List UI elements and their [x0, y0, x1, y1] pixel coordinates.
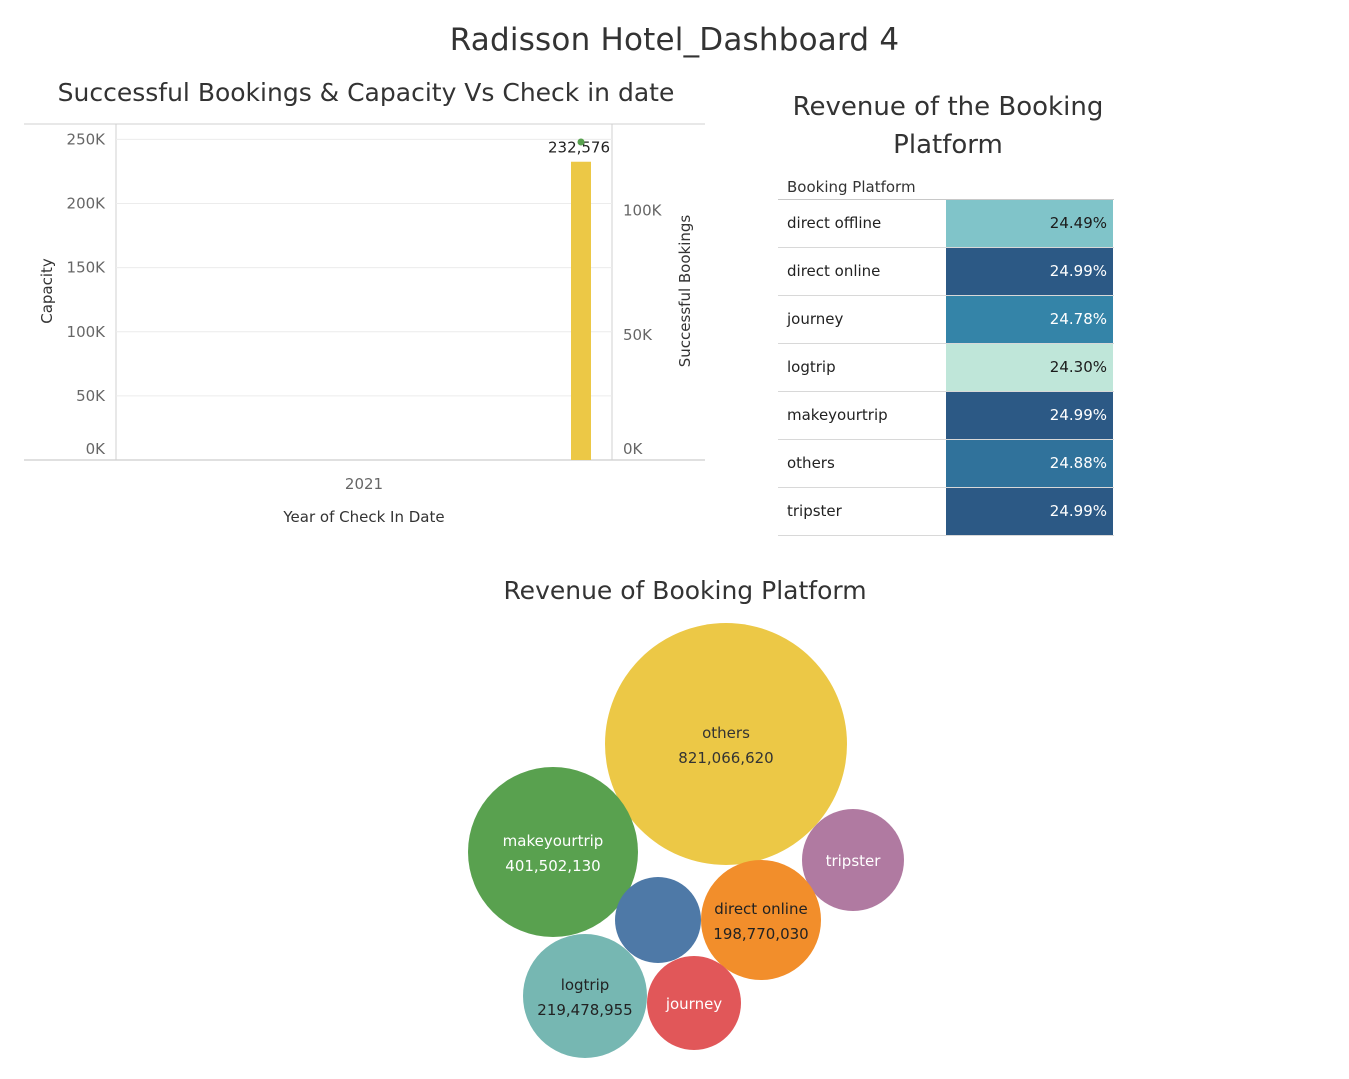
y-tick-label: 100K: [67, 323, 107, 341]
bubble-label-tripster: tripster: [826, 852, 882, 870]
y-axis-label: Capacity: [38, 258, 56, 324]
bubble-logtrip: [523, 934, 647, 1058]
points: [577, 138, 585, 146]
successful-bookings-point: [577, 138, 585, 146]
bubble-value-logtrip: 219,478,955: [537, 1001, 632, 1019]
bubble-journey: [647, 956, 741, 1050]
revenue-table: Booking Platform direct offline 24.49% dir…: [778, 176, 1114, 536]
platform-name: logtrip: [787, 358, 836, 376]
bar-data-label: 232,576: [548, 139, 610, 157]
bubble-chart: others 821,066,620 makeyourtrip 401,502,130…: [468, 623, 904, 1058]
bubble-value-direct-online: 198,770,030: [713, 925, 808, 943]
bubble-label-others: others: [702, 724, 750, 742]
y2-tick-label: 100K: [623, 201, 663, 219]
table-title: Revenue of the Booking Platform: [792, 92, 1104, 160]
bubble-value-others: 821,066,620: [678, 749, 773, 767]
table-row: direct offline 24.49%: [778, 200, 1114, 248]
platform-name: direct offline: [787, 214, 882, 232]
bubble-label-logtrip: logtrip: [561, 976, 610, 994]
revenue-share-cell: 24.99%: [946, 248, 1113, 295]
table-row: journey 24.78%: [778, 296, 1114, 344]
x-axis-label: Year of Check In Date: [282, 508, 444, 526]
x-tick-label: 2021: [345, 475, 383, 493]
table-row: makeyourtrip 24.99%: [778, 392, 1114, 440]
bubble-label-makeyourtrip: makeyourtrip: [503, 832, 604, 850]
revenue-share-cell: 24.30%: [946, 344, 1113, 391]
bubble-direct-offline: [615, 877, 701, 963]
revenue-share-cell: 24.99%: [946, 488, 1113, 535]
y2-axis-label: Successful Bookings: [676, 215, 694, 368]
revenue-share-cell: 24.99%: [946, 392, 1113, 439]
revenue-share-cell: 24.49%: [946, 200, 1113, 247]
platform-name: journey: [787, 310, 844, 328]
revenue-share-cell: 24.78%: [946, 296, 1113, 343]
revenue-share-cell: 24.88%: [946, 440, 1113, 487]
platform-name: others: [787, 454, 835, 472]
table-column-header: Booking Platform: [778, 176, 1114, 200]
capacity-bar: [571, 161, 591, 460]
grid-lines: [116, 138, 612, 397]
bubble-label-journey: journey: [665, 995, 722, 1013]
bubble-direct-online: [701, 860, 821, 980]
table-row: tripster 24.99%: [778, 488, 1114, 536]
y-tick-label: 150K: [67, 259, 107, 277]
y-tick-label: 200K: [67, 195, 107, 213]
bubble-value-makeyourtrip: 401,502,130: [505, 857, 600, 875]
y-axis-ticks: 0K 50K 100K 150K 200K 250K: [67, 130, 107, 458]
combo-chart-title: Successful Bookings & Capacity Vs Check …: [57, 78, 675, 107]
bubble-chart-title: Revenue of Booking Platform: [503, 576, 867, 605]
y-tick-label: 0K: [86, 440, 107, 458]
y-tick-label: 250K: [67, 130, 107, 148]
bubble-label-direct-online: direct online: [714, 900, 807, 918]
bubble-makeyourtrip: [468, 767, 638, 937]
bars: 232,576: [548, 139, 610, 460]
y-tick-label: 50K: [76, 387, 106, 405]
platform-name: tripster: [787, 502, 842, 520]
platform-name: makeyourtrip: [787, 406, 888, 424]
table-row: others 24.88%: [778, 440, 1114, 488]
y2-tick-label: 50K: [623, 326, 653, 344]
dashboard-title: Radisson Hotel_Dashboard 4: [449, 22, 900, 58]
table-row: logtrip 24.30%: [778, 344, 1114, 392]
bubble-tripster: [802, 809, 904, 911]
platform-name: direct online: [787, 262, 881, 280]
table-row: direct online 24.99%: [778, 248, 1114, 296]
y2-axis-ticks: 0K 50K 100K: [623, 201, 663, 458]
y2-tick-label: 0K: [623, 440, 644, 458]
bubble-others: [605, 623, 847, 865]
